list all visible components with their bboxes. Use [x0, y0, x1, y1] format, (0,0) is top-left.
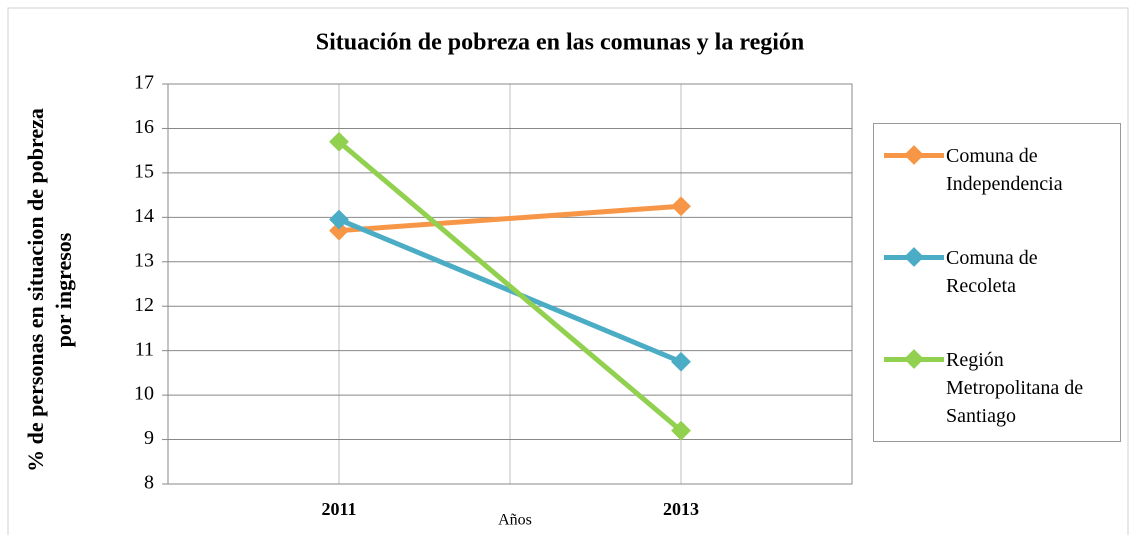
marker [329, 209, 349, 230]
legend-key [884, 346, 946, 372]
y-tick-label: 13 [134, 249, 154, 271]
x-axis-label: Años [498, 512, 532, 529]
y-tick-label: 9 [144, 427, 154, 449]
chart-title: Situación de pobreza en las comunas y la… [316, 30, 804, 56]
series-line [337, 139, 683, 433]
x-tick-label: 2011 [321, 499, 356, 519]
legend: Comuna de Independencia Comuna de Recolet… [873, 123, 1121, 442]
y-tick-label: 12 [134, 294, 154, 316]
y-tick-label: 10 [134, 383, 154, 405]
marker [671, 196, 691, 217]
marker [671, 420, 691, 441]
marker [671, 351, 691, 372]
legend-marker [904, 145, 924, 165]
marker [329, 131, 349, 152]
plot-border [167, 83, 853, 485]
legend-key [884, 142, 946, 168]
legend-label: Comuna de Independencia [946, 145, 1063, 195]
legend-item: Comuna de Independencia [884, 142, 1096, 198]
chart-border [7, 7, 1129, 535]
y-tick-label: 14 [134, 205, 154, 227]
y-tick-label: 17 [134, 72, 154, 94]
legend-marker [904, 247, 924, 267]
legend-label: Región Metropolitana de Santiago [946, 349, 1084, 427]
y-tick-label: 16 [134, 116, 154, 138]
series-line [338, 217, 682, 365]
series-line [338, 203, 682, 234]
legend-item: Comuna de Recoleta [884, 244, 1096, 300]
legend-marker [904, 349, 924, 369]
y-tick-label: 8 [144, 472, 154, 494]
y-tick-label: 11 [135, 338, 154, 360]
legend-label: Comuna de Recoleta [946, 247, 1038, 297]
x-tick-label: 2013 [663, 499, 699, 519]
marker [329, 220, 349, 241]
y-tick-label: 15 [134, 160, 154, 182]
legend-key [884, 244, 946, 270]
y-axis-label: % de personas en situacion de pobreza po… [23, 108, 76, 472]
legend-item: Región Metropolitana de Santiago [884, 346, 1096, 430]
